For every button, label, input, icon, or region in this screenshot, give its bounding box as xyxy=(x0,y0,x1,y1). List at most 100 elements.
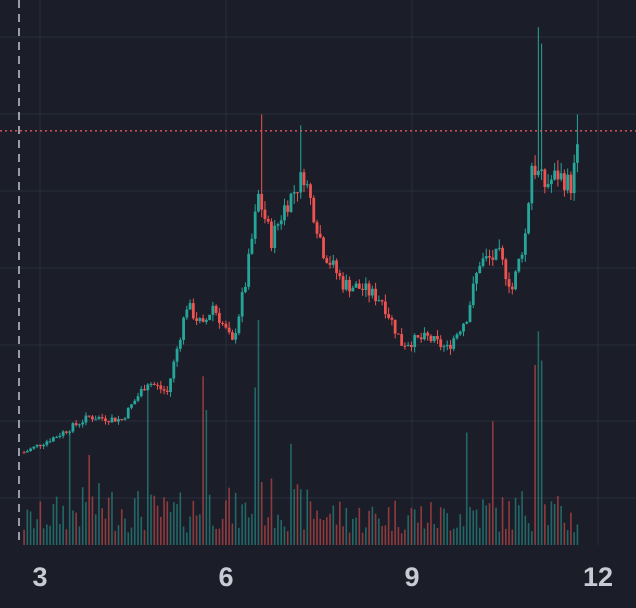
volume-bar xyxy=(286,531,289,545)
candle-body xyxy=(387,314,391,318)
x-tick-label: 12 xyxy=(582,562,614,592)
candle-body xyxy=(68,431,72,433)
volume-bar xyxy=(410,507,413,545)
volume-bar xyxy=(563,522,566,545)
volume-bar xyxy=(205,410,208,545)
volume-bar xyxy=(371,506,374,545)
candle-body xyxy=(341,276,345,290)
candle-body xyxy=(133,400,137,405)
volume-bar xyxy=(335,524,338,545)
candle-body xyxy=(172,361,176,379)
candle-body xyxy=(51,437,55,442)
candle-body xyxy=(559,173,563,180)
volume-bar xyxy=(566,530,569,545)
candle-body xyxy=(195,318,198,321)
volume-bar xyxy=(120,509,123,545)
volume-bar xyxy=(417,522,419,545)
volume-bar xyxy=(472,510,475,545)
volume-bar xyxy=(81,487,84,545)
candle-body xyxy=(357,283,361,289)
candle-body xyxy=(354,283,358,288)
volume-bar xyxy=(521,491,523,545)
volume-bar xyxy=(26,509,29,545)
volume-bar xyxy=(436,528,439,545)
volume-bar xyxy=(104,518,107,545)
candle-body xyxy=(465,321,469,324)
volume-bar xyxy=(312,518,315,545)
candle-body xyxy=(299,172,303,193)
candle-body xyxy=(286,205,290,212)
candle-body xyxy=(305,184,309,186)
volume-bar xyxy=(508,501,510,545)
volume-bar xyxy=(475,509,478,545)
candle-body xyxy=(74,423,78,425)
candle-body xyxy=(523,233,527,255)
candle-body xyxy=(452,338,456,349)
volume-bar xyxy=(49,525,51,545)
volume-bar xyxy=(94,514,97,545)
volume-bar xyxy=(426,522,429,545)
candle-body xyxy=(396,333,400,335)
candle-body xyxy=(549,179,553,185)
candle-body xyxy=(208,314,212,320)
candle-body xyxy=(566,174,570,191)
candle-body xyxy=(214,305,218,313)
candle-body xyxy=(494,248,498,260)
volume-bar xyxy=(176,504,178,545)
volume-bar xyxy=(368,510,370,545)
candle-body xyxy=(22,452,26,454)
volume-bar xyxy=(540,360,543,545)
volume-bar xyxy=(156,505,159,545)
candle-body xyxy=(517,258,521,272)
volume-bar xyxy=(65,529,68,545)
volume-bar xyxy=(68,432,71,545)
candle-body xyxy=(48,441,52,443)
candle-body xyxy=(576,144,579,163)
x-tick-label: 3 xyxy=(32,562,48,592)
volume-bar xyxy=(518,505,520,545)
candle-body xyxy=(156,384,159,386)
candle-body xyxy=(110,417,114,423)
volume-bar xyxy=(189,516,191,545)
volume-bar xyxy=(495,507,497,545)
candle-body xyxy=(42,444,46,447)
candle-body xyxy=(416,335,420,338)
volume-bar xyxy=(75,512,77,545)
volume-bar xyxy=(456,527,458,545)
volume-bar xyxy=(352,518,354,545)
candle-body xyxy=(344,279,348,290)
candle-body xyxy=(78,424,81,426)
candle-body xyxy=(572,162,576,194)
volume-bar xyxy=(404,529,406,545)
candle-body xyxy=(449,344,452,349)
volume-bar xyxy=(257,320,260,545)
volume-bar xyxy=(225,500,227,545)
candle-body xyxy=(507,279,511,287)
candle-body xyxy=(149,383,153,385)
candle-body xyxy=(165,390,169,392)
volume-bar xyxy=(534,365,536,545)
candle-body xyxy=(436,336,439,340)
volume-bar xyxy=(202,376,204,545)
candle-body xyxy=(146,384,150,391)
candle-body xyxy=(445,344,449,347)
volume-bar xyxy=(462,526,465,545)
candle-body xyxy=(478,265,482,274)
volume-bar xyxy=(505,528,507,545)
candle-body xyxy=(143,389,146,391)
candle-body xyxy=(429,335,433,342)
volume-bar xyxy=(59,523,61,545)
volume-bar xyxy=(524,515,527,545)
volume-bar xyxy=(208,494,211,545)
volume-bar xyxy=(192,500,195,545)
candle-body xyxy=(484,256,488,259)
volume-bar xyxy=(557,495,559,545)
candle-body xyxy=(491,257,495,260)
volume-bar xyxy=(544,504,546,545)
candle-body xyxy=(377,300,381,302)
volume-bar xyxy=(212,525,214,545)
candle-body xyxy=(253,211,257,239)
candle-body xyxy=(188,303,192,310)
candle-body xyxy=(514,271,517,290)
volume-bar xyxy=(29,511,32,545)
